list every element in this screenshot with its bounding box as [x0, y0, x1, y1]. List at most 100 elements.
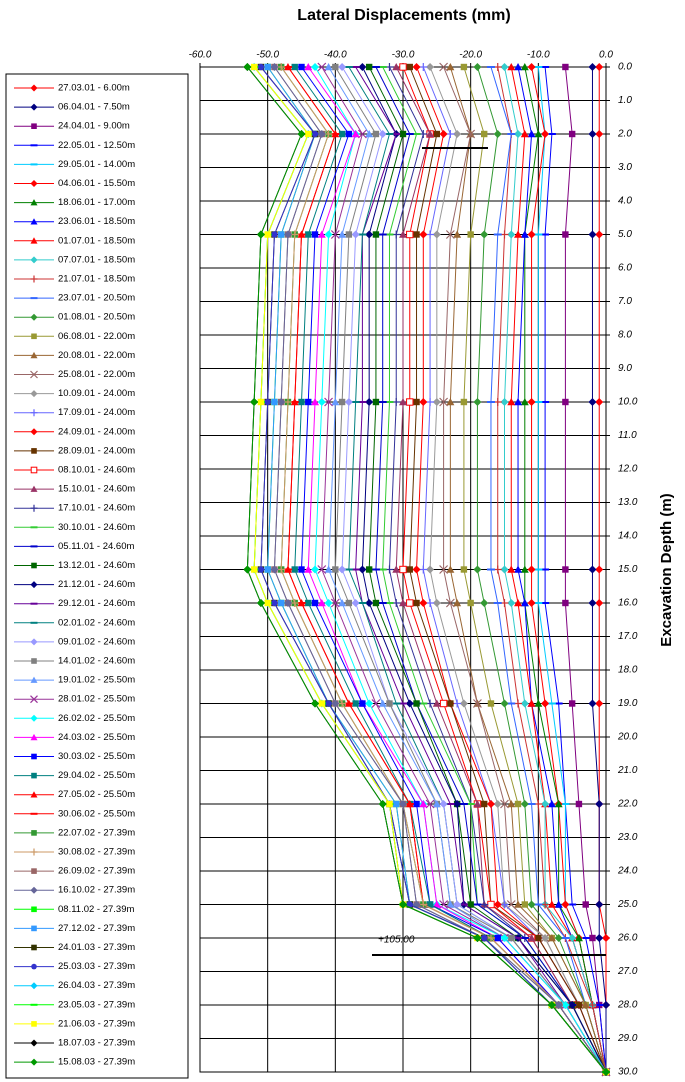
y-tick-label: 25.0 — [617, 899, 638, 910]
marker — [332, 63, 339, 71]
marker — [460, 566, 468, 573]
legend-label: 15.10.01 - 24.60m — [58, 484, 135, 495]
marker — [399, 230, 407, 238]
marker — [291, 566, 298, 573]
marker — [554, 934, 563, 942]
marker — [392, 63, 401, 71]
marker — [372, 398, 380, 406]
marker — [520, 800, 529, 808]
marker — [311, 63, 320, 71]
legend-label: 06.04.01 - 7.50m — [58, 102, 130, 113]
marker — [500, 230, 509, 239]
marker — [508, 934, 515, 942]
marker — [31, 562, 37, 569]
marker — [358, 565, 367, 574]
marker — [554, 800, 563, 808]
marker — [595, 934, 604, 942]
series-line — [598, 67, 607, 1072]
marker — [365, 130, 374, 138]
marker — [459, 699, 468, 708]
y-tick-label: 12.0 — [618, 464, 638, 475]
legend-label: 15.08.03 - 27.39m — [58, 1057, 135, 1068]
marker — [30, 256, 38, 264]
marker — [527, 230, 536, 239]
marker — [595, 900, 604, 909]
marker — [264, 599, 271, 607]
series-line — [395, 66, 607, 1073]
marker — [392, 230, 401, 239]
marker — [311, 599, 319, 607]
marker — [30, 218, 38, 225]
marker — [324, 565, 333, 573]
marker — [493, 398, 502, 406]
legend-label: 29.05.01 - 14.00m — [58, 159, 135, 170]
marker — [453, 599, 462, 607]
marker — [500, 900, 509, 909]
marker — [514, 699, 523, 708]
marker — [445, 230, 455, 239]
y-tick-label: 30.0 — [618, 1067, 638, 1078]
x-tick-label: -10.0 — [527, 50, 550, 61]
marker — [588, 398, 597, 406]
marker — [399, 599, 407, 607]
marker — [31, 658, 37, 664]
marker — [480, 599, 489, 607]
marker — [264, 398, 271, 406]
marker — [541, 934, 550, 942]
legend-label: 28.01.02 - 25.50m — [58, 694, 135, 705]
marker — [317, 398, 326, 406]
marker — [392, 398, 401, 406]
marker — [561, 1001, 570, 1009]
marker — [595, 398, 604, 406]
marker — [311, 398, 320, 406]
marker — [500, 398, 509, 406]
marker — [554, 1001, 563, 1009]
marker — [439, 565, 449, 574]
marker — [460, 398, 468, 406]
y-tick-label: 17.0 — [618, 631, 638, 642]
series-line — [409, 66, 607, 1073]
x-tick-label: -20.0 — [459, 50, 482, 61]
y-axis-label: Excavation Depth (m) — [658, 493, 675, 646]
legend-label: 25.03.03 - 27.39m — [58, 961, 135, 972]
marker — [473, 398, 482, 406]
legend-label: 26.02.02 - 25.50m — [58, 713, 135, 724]
marker — [330, 598, 340, 608]
marker — [406, 63, 413, 71]
marker — [386, 800, 393, 808]
marker — [419, 900, 428, 909]
marker — [31, 906, 37, 913]
marker — [575, 800, 583, 808]
legend-label: 13.12.01 - 24.60m — [58, 560, 135, 571]
legend-label: 22.07.02 - 27.39m — [58, 827, 135, 838]
marker — [534, 699, 543, 707]
marker — [493, 565, 502, 574]
marker — [500, 934, 509, 942]
marker — [257, 63, 265, 71]
marker — [507, 599, 516, 607]
marker — [311, 130, 319, 138]
marker — [547, 1001, 556, 1009]
marker — [30, 638, 38, 646]
marker — [304, 565, 313, 573]
marker — [432, 900, 441, 908]
marker — [406, 599, 414, 607]
legend-label: 09.01.02 - 24.60m — [58, 636, 135, 647]
legend-label: 29.12.01 - 24.60m — [58, 598, 135, 609]
marker — [338, 63, 347, 71]
y-tick-label: 5.0 — [618, 229, 632, 240]
marker — [445, 598, 455, 608]
series-line — [375, 66, 607, 1073]
marker — [493, 800, 502, 808]
marker — [439, 62, 449, 72]
x-tick-label: 0.0 — [599, 50, 613, 61]
marker — [439, 130, 448, 138]
marker — [588, 699, 597, 708]
marker — [520, 398, 529, 406]
marker — [467, 901, 474, 908]
marker — [507, 398, 516, 406]
marker — [331, 398, 340, 406]
marker — [264, 63, 271, 71]
marker — [473, 699, 482, 708]
marker — [31, 925, 37, 932]
